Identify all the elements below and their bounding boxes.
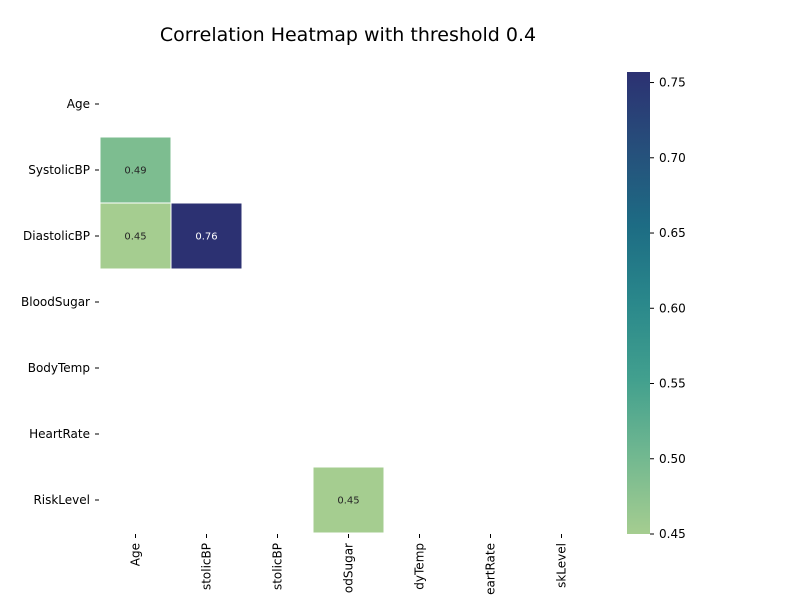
colorbar-tick-label: 0.45 bbox=[659, 527, 686, 541]
cell-value-label: 0.45 bbox=[337, 496, 359, 507]
cell-value-label: 0.45 bbox=[124, 232, 146, 243]
colorbar-tick-label: 0.75 bbox=[659, 76, 686, 90]
colorbar-gradient bbox=[627, 72, 650, 534]
y-tick-label: BodyTemp bbox=[28, 361, 90, 375]
x-tick-label: eartRate bbox=[484, 543, 498, 595]
colorbar-tick-label: 0.50 bbox=[659, 452, 686, 466]
x-tick-label: stolicBP bbox=[200, 543, 214, 590]
heatmap-cell bbox=[99, 136, 172, 204]
y-tick-label: HeartRate bbox=[29, 427, 90, 441]
y-axis: Age SystolicBP DiastolicBP BloodSugar BodyTe… bbox=[21, 97, 99, 507]
colorbar-tick-label: 0.60 bbox=[659, 301, 686, 315]
y-tick-label: DiastolicBP bbox=[23, 229, 90, 243]
y-tick-label: BloodSugar bbox=[21, 295, 90, 309]
cell-value-label: 0.49 bbox=[124, 166, 146, 177]
heatmap-cells: 0.49 0.45 0.76 0.45 bbox=[99, 136, 385, 534]
x-tick-label: skLevel bbox=[555, 543, 569, 588]
x-axis: Age stolicBP stolicBP odSugar dyTemp eartRate… bbox=[129, 534, 569, 595]
x-tick-label: odSugar bbox=[342, 543, 356, 593]
colorbar-tick-label: 0.55 bbox=[659, 377, 686, 391]
cell-value-label: 0.76 bbox=[195, 232, 217, 243]
x-tick-label: Age bbox=[129, 543, 143, 566]
colorbar: 0.45 0.50 0.55 0.60 0.65 0.70 0.75 bbox=[627, 72, 686, 541]
x-tick-label: stolicBP bbox=[271, 543, 285, 590]
colorbar-tick-label: 0.65 bbox=[659, 226, 686, 240]
y-tick-label: RiskLevel bbox=[33, 493, 90, 507]
chart-title: Correlation Heatmap with threshold 0.4 bbox=[160, 24, 536, 46]
heatmap-cell bbox=[170, 202, 243, 270]
y-tick-label: SystolicBP bbox=[28, 163, 90, 177]
x-tick-label: dyTemp bbox=[413, 543, 427, 590]
y-tick-label: Age bbox=[67, 97, 90, 111]
heatmap-cell bbox=[99, 202, 172, 270]
heatmap-cell bbox=[312, 466, 385, 534]
colorbar-tick-label: 0.70 bbox=[659, 151, 686, 165]
